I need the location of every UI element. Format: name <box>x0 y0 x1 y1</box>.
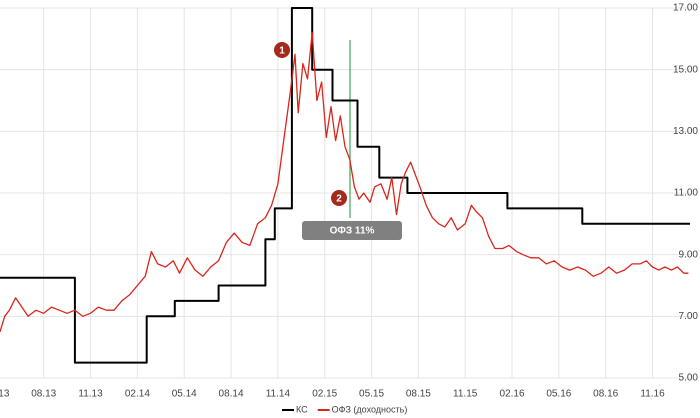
x-tick-label: 11.14 <box>266 389 291 400</box>
x-tick-label: 05.13 <box>0 389 10 400</box>
y-tick-label: 9.00 <box>679 249 699 260</box>
y-tick-label: 13.00 <box>673 126 698 137</box>
annotation-number: 1 <box>279 46 285 57</box>
x-tick-label: 11.13 <box>78 389 103 400</box>
x-tick-label: 02.16 <box>500 389 525 400</box>
annotation-badge <box>274 42 290 58</box>
x-tick-label: 02.15 <box>312 389 337 400</box>
x-tick-label: 11.15 <box>453 389 478 400</box>
x-tick-label: 08.16 <box>593 389 618 400</box>
x-tick-label: 08.14 <box>219 389 244 400</box>
y-tick-label: 11.00 <box>674 188 699 199</box>
y-tick-label: 5.00 <box>679 373 699 384</box>
series-line <box>0 32 689 332</box>
legend-label: ОФЗ (доходность) <box>332 404 408 414</box>
y-tick-label: 15.00 <box>673 64 698 75</box>
series-line <box>0 7 690 364</box>
annotation-box <box>302 221 402 240</box>
x-tick-label: 05.15 <box>359 389 384 400</box>
x-tick-label: 08.13 <box>31 389 56 400</box>
y-tick-label: 7.00 <box>679 311 699 322</box>
x-tick-label: 11.16 <box>640 389 665 400</box>
x-tick-label: 05.14 <box>172 389 197 400</box>
x-tick-label: 02.14 <box>125 389 150 400</box>
annotation-number: 2 <box>336 194 342 205</box>
x-tick-label: 08.15 <box>406 389 431 400</box>
legend-label: КС <box>296 404 308 414</box>
y-tick-label: 17.00 <box>673 3 698 14</box>
annotation-badge <box>331 190 347 206</box>
x-tick-label: 05.16 <box>546 389 571 400</box>
annotation-label: ОФЗ 11% <box>330 226 375 237</box>
